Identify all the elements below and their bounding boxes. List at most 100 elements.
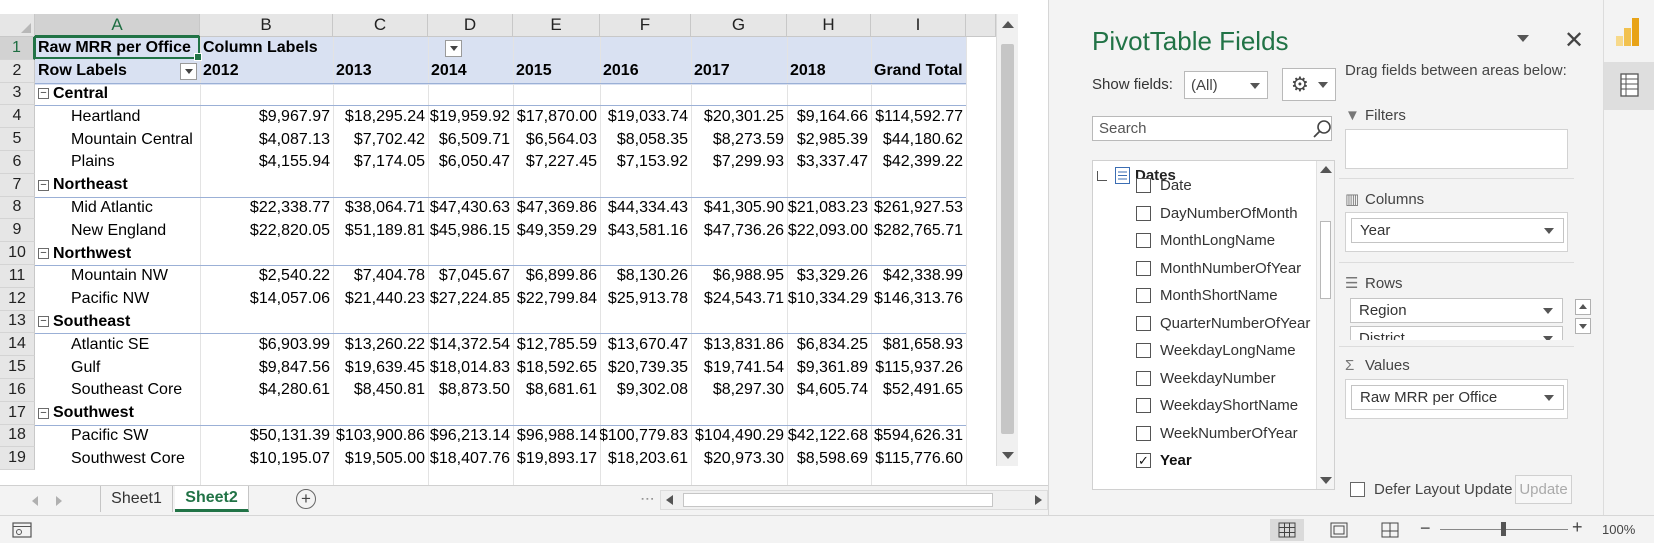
value-cell[interactable]: $19,959.92: [429, 107, 510, 125]
value-cell[interactable]: $20,973.30: [703, 449, 784, 467]
value-cell[interactable]: $10,195.07: [249, 449, 330, 467]
value-cell[interactable]: $594,626.31: [874, 426, 963, 444]
value-cell[interactable]: $8,681.61: [525, 381, 597, 399]
year-header-2014[interactable]: 2014: [431, 62, 467, 80]
field-list[interactable]: Dates Date DayNumberOfMonth MonthLongName M…: [1092, 160, 1335, 490]
region-group-row[interactable]: − Southwest: [35, 402, 335, 425]
value-cell[interactable]: $8,273.59: [712, 130, 784, 148]
pivot-value-label[interactable]: Raw MRR per Office: [38, 39, 191, 57]
year-header-2017[interactable]: 2017: [694, 62, 730, 80]
field-list-scroll-down-icon[interactable]: [1320, 477, 1332, 484]
value-cell[interactable]: $47,736.26: [703, 221, 784, 239]
pane-options-chevron-down-icon[interactable]: [1517, 35, 1529, 42]
value-cell[interactable]: $42,338.99: [882, 267, 963, 285]
value-cell[interactable]: $18,407.76: [429, 449, 510, 467]
column-header-f[interactable]: F: [600, 14, 691, 37]
value-cell[interactable]: $22,820.05: [249, 221, 330, 239]
zoom-in-button[interactable]: +: [1572, 517, 1583, 537]
column-labels-filter-dropdown-icon[interactable]: [445, 40, 462, 57]
collapse-minus-icon[interactable]: −: [38, 88, 49, 100]
value-cell[interactable]: $14,372.54: [429, 335, 510, 353]
value-cell[interactable]: $114,592.77: [875, 107, 963, 125]
field-item-year[interactable]: ✓ Year: [1136, 452, 1192, 469]
vertical-scrollbar[interactable]: [996, 14, 1018, 466]
field-item-monthlongname[interactable]: MonthLongName: [1136, 232, 1275, 249]
value-cell[interactable]: $96,213.14: [429, 426, 510, 444]
macro-recording-icon[interactable]: [12, 522, 32, 538]
field-item-weekdaynumber[interactable]: WeekdayNumber: [1136, 370, 1276, 387]
value-cell[interactable]: $51,189.81: [344, 221, 425, 239]
value-cell[interactable]: $19,741.54: [703, 358, 784, 376]
vertical-scroll-thumb[interactable]: [1001, 44, 1014, 434]
checkbox-icon[interactable]: [1136, 178, 1151, 193]
scroll-right-arrow-icon[interactable]: [1035, 495, 1042, 505]
row-header-14[interactable]: 14: [0, 333, 35, 357]
value-cell[interactable]: $8,450.81: [353, 381, 425, 399]
row-header-9[interactable]: 9: [0, 219, 35, 243]
value-cell[interactable]: $4,087.13: [258, 130, 330, 148]
district-label[interactable]: Mid Atlantic: [71, 198, 153, 216]
value-cell[interactable]: $2,540.22: [258, 267, 330, 285]
row-header-16[interactable]: 16: [0, 379, 35, 402]
value-cell[interactable]: $7,174.05: [353, 153, 425, 171]
value-cell[interactable]: $52,491.65: [882, 381, 963, 399]
value-cell[interactable]: $38,064.71: [344, 198, 425, 216]
district-label[interactable]: Mountain NW: [71, 267, 168, 285]
value-cell[interactable]: $4,280.61: [258, 381, 330, 399]
rows-field-chip-region[interactable]: Region: [1350, 298, 1563, 323]
value-cell[interactable]: $6,564.03: [525, 130, 597, 148]
collapse-minus-icon[interactable]: −: [38, 407, 49, 419]
district-label[interactable]: Pacific SW: [71, 426, 149, 444]
value-cell[interactable]: $9,967.97: [258, 107, 330, 125]
row-header-19[interactable]: 19: [0, 447, 35, 471]
district-label[interactable]: Southeast Core: [71, 381, 183, 399]
page-break-view-button[interactable]: [1373, 519, 1407, 541]
field-item-weeknumberofyear[interactable]: WeekNumberOfYear: [1136, 425, 1298, 442]
checkbox-icon[interactable]: [1136, 288, 1151, 303]
column-header-g[interactable]: G: [691, 14, 787, 37]
district-label[interactable]: Heartland: [71, 107, 141, 125]
scroll-up-arrow-icon[interactable]: [1002, 21, 1014, 28]
value-cell[interactable]: $50,131.39: [249, 426, 330, 444]
column-header-a[interactable]: A: [35, 14, 200, 37]
value-cell[interactable]: $261,927.53: [874, 198, 963, 216]
field-search-input[interactable]: Search: [1092, 116, 1332, 141]
checkbox-icon[interactable]: [1136, 425, 1151, 441]
value-cell[interactable]: $12,785.59: [516, 335, 597, 353]
row-header-4[interactable]: 4: [0, 105, 35, 129]
value-cell[interactable]: $104,490.29: [695, 426, 784, 444]
value-cell[interactable]: $13,831.86: [703, 335, 784, 353]
select-all-corner[interactable]: [0, 14, 35, 37]
year-header-grand-total[interactable]: Grand Total: [874, 62, 963, 80]
district-label[interactable]: Mountain Central: [71, 130, 193, 148]
value-cell[interactable]: $20,301.25: [703, 107, 784, 125]
row-header-17[interactable]: 17: [0, 401, 35, 425]
value-cell[interactable]: $115,937.26: [875, 358, 963, 376]
row-header-12[interactable]: 12: [0, 287, 35, 311]
scroll-down-arrow-icon[interactable]: [1002, 452, 1014, 459]
field-item-date[interactable]: Date: [1136, 177, 1192, 194]
year-header-2012[interactable]: 2012: [203, 62, 239, 80]
value-cell[interactable]: $7,153.92: [616, 153, 688, 171]
value-cell[interactable]: $8,130.26: [616, 267, 688, 285]
value-cell[interactable]: $146,313.76: [874, 290, 963, 308]
value-cell[interactable]: $20,739.35: [607, 358, 688, 376]
row-header-18[interactable]: 18: [0, 424, 35, 448]
year-header-2016[interactable]: 2016: [603, 62, 639, 80]
value-cell[interactable]: $6,050.47: [438, 153, 510, 171]
field-item-quarternumberofyear[interactable]: QuarterNumberOfYear: [1136, 315, 1310, 332]
value-cell[interactable]: $47,430.63: [429, 198, 510, 216]
zoom-out-button[interactable]: −: [1420, 518, 1431, 538]
value-cell[interactable]: $282,765.71: [874, 221, 963, 239]
field-item-monthshortname[interactable]: MonthShortName: [1136, 287, 1278, 304]
value-cell[interactable]: $24,543.71: [703, 290, 784, 308]
zoom-slider-thumb[interactable]: [1501, 522, 1506, 536]
value-cell[interactable]: $22,093.00: [787, 221, 868, 239]
value-cell[interactable]: $47,369.86: [516, 198, 597, 216]
value-cell[interactable]: $18,014.83: [429, 358, 510, 376]
year-header-2013[interactable]: 2013: [336, 62, 372, 80]
tab-split-handle[interactable]: ⋮: [640, 492, 656, 503]
column-header-c[interactable]: C: [333, 14, 428, 37]
field-item-monthnumberofyear[interactable]: MonthNumberOfYear: [1136, 260, 1301, 277]
value-cell[interactable]: $42,122.68: [787, 426, 868, 444]
